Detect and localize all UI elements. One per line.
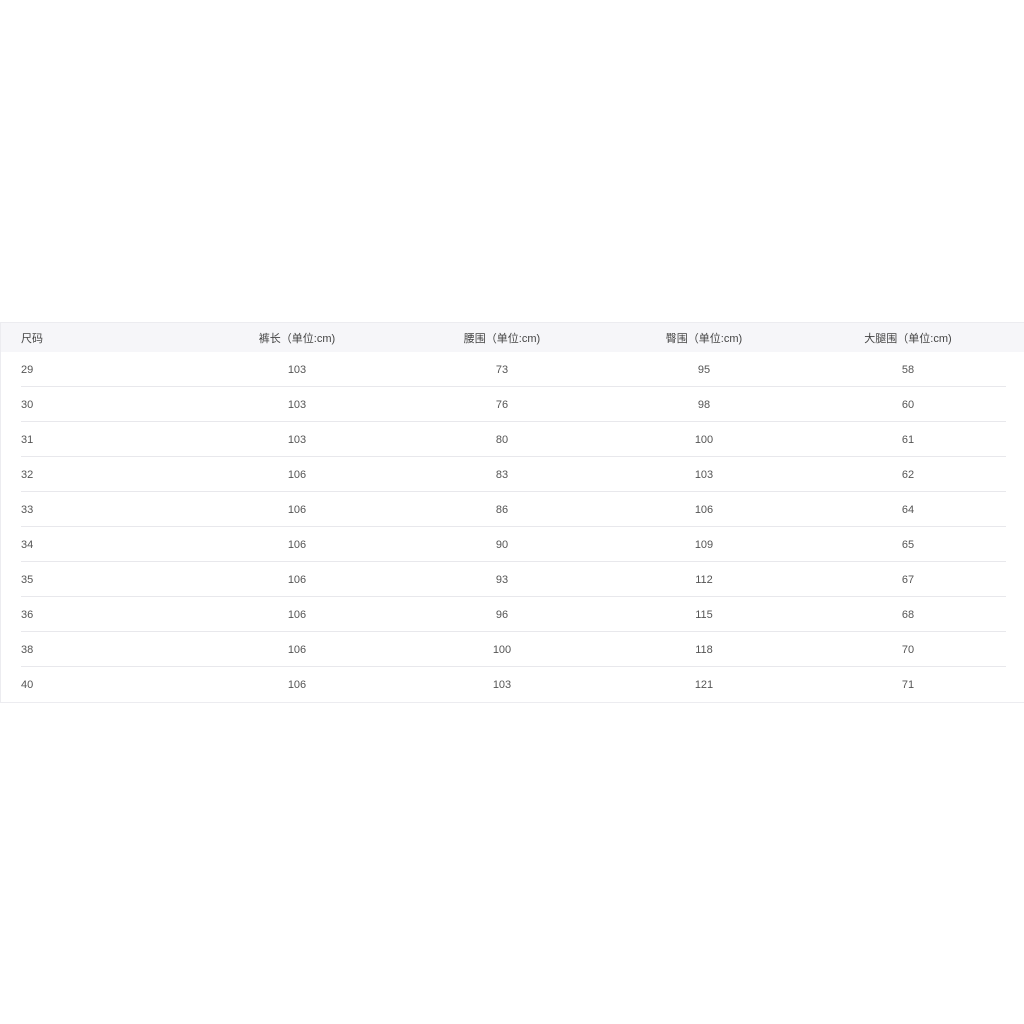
cell-hip: 109	[694, 538, 714, 551]
cell-length: 103	[287, 433, 307, 446]
cell-waist: 96	[495, 608, 509, 621]
cell-size: 30	[21, 398, 34, 411]
cell-thigh: 71	[901, 678, 915, 691]
table-row: 29 103 73 95 58	[1, 352, 1024, 387]
cell-size: 35	[21, 573, 34, 586]
table-row: 35 106 93 112 67	[1, 562, 1024, 597]
cell-waist: 103	[492, 678, 512, 691]
cell-waist: 90	[495, 538, 509, 551]
cell-length: 106	[287, 573, 307, 586]
cell-length: 106	[287, 643, 307, 656]
cell-hip: 121	[694, 678, 714, 691]
cell-length: 106	[287, 538, 307, 551]
header-size: 尺码	[21, 332, 43, 345]
header-waist: 腰围（单位:cm)	[463, 332, 541, 345]
cell-length: 106	[287, 468, 307, 481]
cell-length: 103	[287, 398, 307, 411]
cell-thigh: 64	[901, 503, 915, 516]
table-row: 30 103 76 98 60	[1, 387, 1024, 422]
header-thigh: 大腿围（单位:cm)	[864, 332, 952, 345]
cell-thigh: 67	[901, 573, 915, 586]
cell-waist: 86	[495, 503, 509, 516]
table-row: 38 106 100 118 70	[1, 632, 1024, 667]
cell-size: 36	[21, 608, 34, 621]
cell-length: 103	[287, 363, 307, 376]
cell-thigh: 70	[901, 643, 915, 656]
cell-hip: 106	[694, 503, 714, 516]
header-length: 裤长（单位:cm)	[258, 332, 336, 345]
cell-hip: 112	[695, 573, 713, 586]
table-row: 31 103 80 100 61	[1, 422, 1024, 457]
cell-hip: 118	[695, 643, 713, 656]
cell-thigh: 65	[901, 538, 915, 551]
cell-size: 38	[21, 643, 34, 656]
cell-thigh: 68	[901, 608, 915, 621]
cell-size: 34	[21, 538, 34, 551]
cell-waist: 83	[495, 468, 509, 481]
cell-size: 32	[21, 468, 34, 481]
cell-hip: 98	[697, 398, 711, 411]
cell-length: 106	[287, 503, 307, 516]
cell-waist: 73	[495, 363, 509, 376]
cell-waist: 93	[495, 573, 509, 586]
table-row: 40 106 103 121 71	[1, 667, 1024, 702]
cell-waist: 100	[492, 643, 512, 656]
header-hip: 臀围（单位:cm)	[665, 332, 743, 345]
table-row: 34 106 90 109 65	[1, 527, 1024, 562]
cell-size: 29	[21, 363, 34, 376]
cell-thigh: 58	[901, 363, 915, 376]
cell-hip: 95	[697, 363, 711, 376]
cell-hip: 115	[695, 608, 713, 621]
cell-waist: 76	[495, 398, 509, 411]
table-header-row: 尺码 裤长（单位:cm) 腰围（单位:cm) 臀围（单位:cm) 大腿围（单位:…	[1, 323, 1024, 352]
cell-thigh: 62	[901, 468, 915, 481]
cell-length: 106	[287, 608, 307, 621]
cell-waist: 80	[495, 433, 509, 446]
cell-size: 31	[21, 433, 34, 446]
cell-size: 33	[21, 503, 34, 516]
cell-length: 106	[287, 678, 307, 691]
table-row: 32 106 83 103 62	[1, 457, 1024, 492]
table-row: 36 106 96 115 68	[1, 597, 1024, 632]
table-row: 33 106 86 106 64	[1, 492, 1024, 527]
cell-thigh: 61	[901, 433, 915, 446]
cell-hip: 100	[694, 433, 714, 446]
cell-size: 40	[21, 678, 34, 691]
size-chart-table: 尺码 裤长（单位:cm) 腰围（单位:cm) 臀围（单位:cm) 大腿围（单位:…	[0, 322, 1024, 703]
cell-thigh: 60	[901, 398, 915, 411]
cell-hip: 103	[694, 468, 714, 481]
